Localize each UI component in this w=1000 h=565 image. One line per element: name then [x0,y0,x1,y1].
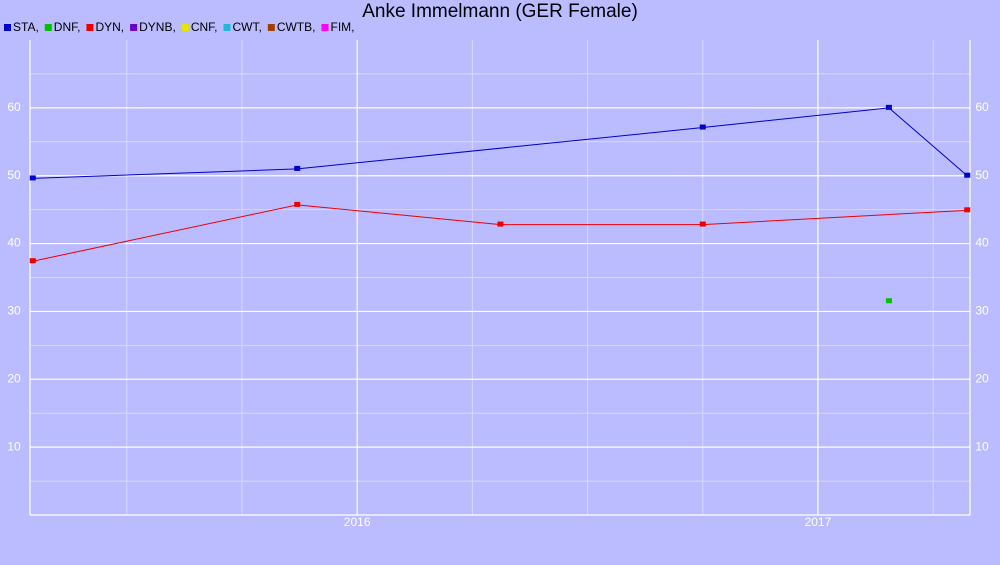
data-point [497,221,504,227]
y-tick-label: 60 [7,100,21,114]
y-tick-label-right: 20 [975,371,989,385]
data-point [699,124,706,130]
legend-swatch [86,24,94,31]
legend-label: STA, [13,20,39,34]
legend-label: DYN, [95,20,124,34]
legend-swatch [4,24,11,31]
legend-label: DNF, [54,20,81,34]
y-tick-label-right: 50 [975,168,989,182]
y-tick-label: 50 [7,168,21,182]
data-point [885,298,892,304]
legend-swatch [321,24,329,31]
y-tick-label: 20 [7,371,21,385]
data-point [885,104,892,110]
chart-title: Anke Immelmann (GER Female) [362,1,638,22]
data-point [294,201,301,207]
legend-swatch [130,24,138,31]
data-point [29,258,36,264]
data-point [294,165,301,171]
y-tick-label-right: 60 [975,100,989,114]
legend-swatch [223,24,231,31]
y-tick-label: 40 [7,236,21,250]
y-tick-label: 30 [7,304,21,318]
y-tick-label: 10 [7,439,21,453]
data-point [699,221,706,227]
legend-swatch [267,24,275,31]
y-tick-label-right: 40 [975,236,989,250]
y-tick-label-right: 10 [975,439,989,453]
legend-swatch [44,24,52,31]
x-tick-label: 2017 [805,515,832,529]
data-point [964,172,971,178]
y-tick-label-right: 30 [975,304,989,318]
data-point [964,207,971,213]
legend-label: CNF, [191,20,218,34]
legend-label: CWTB, [277,20,316,34]
legend-swatch [181,24,189,31]
legend-label: DYNB, [139,20,176,34]
legend-label: CWT, [232,20,261,34]
data-point [29,175,36,181]
x-tick-label: 2016 [344,515,371,529]
legend-label: FIM, [330,20,354,34]
